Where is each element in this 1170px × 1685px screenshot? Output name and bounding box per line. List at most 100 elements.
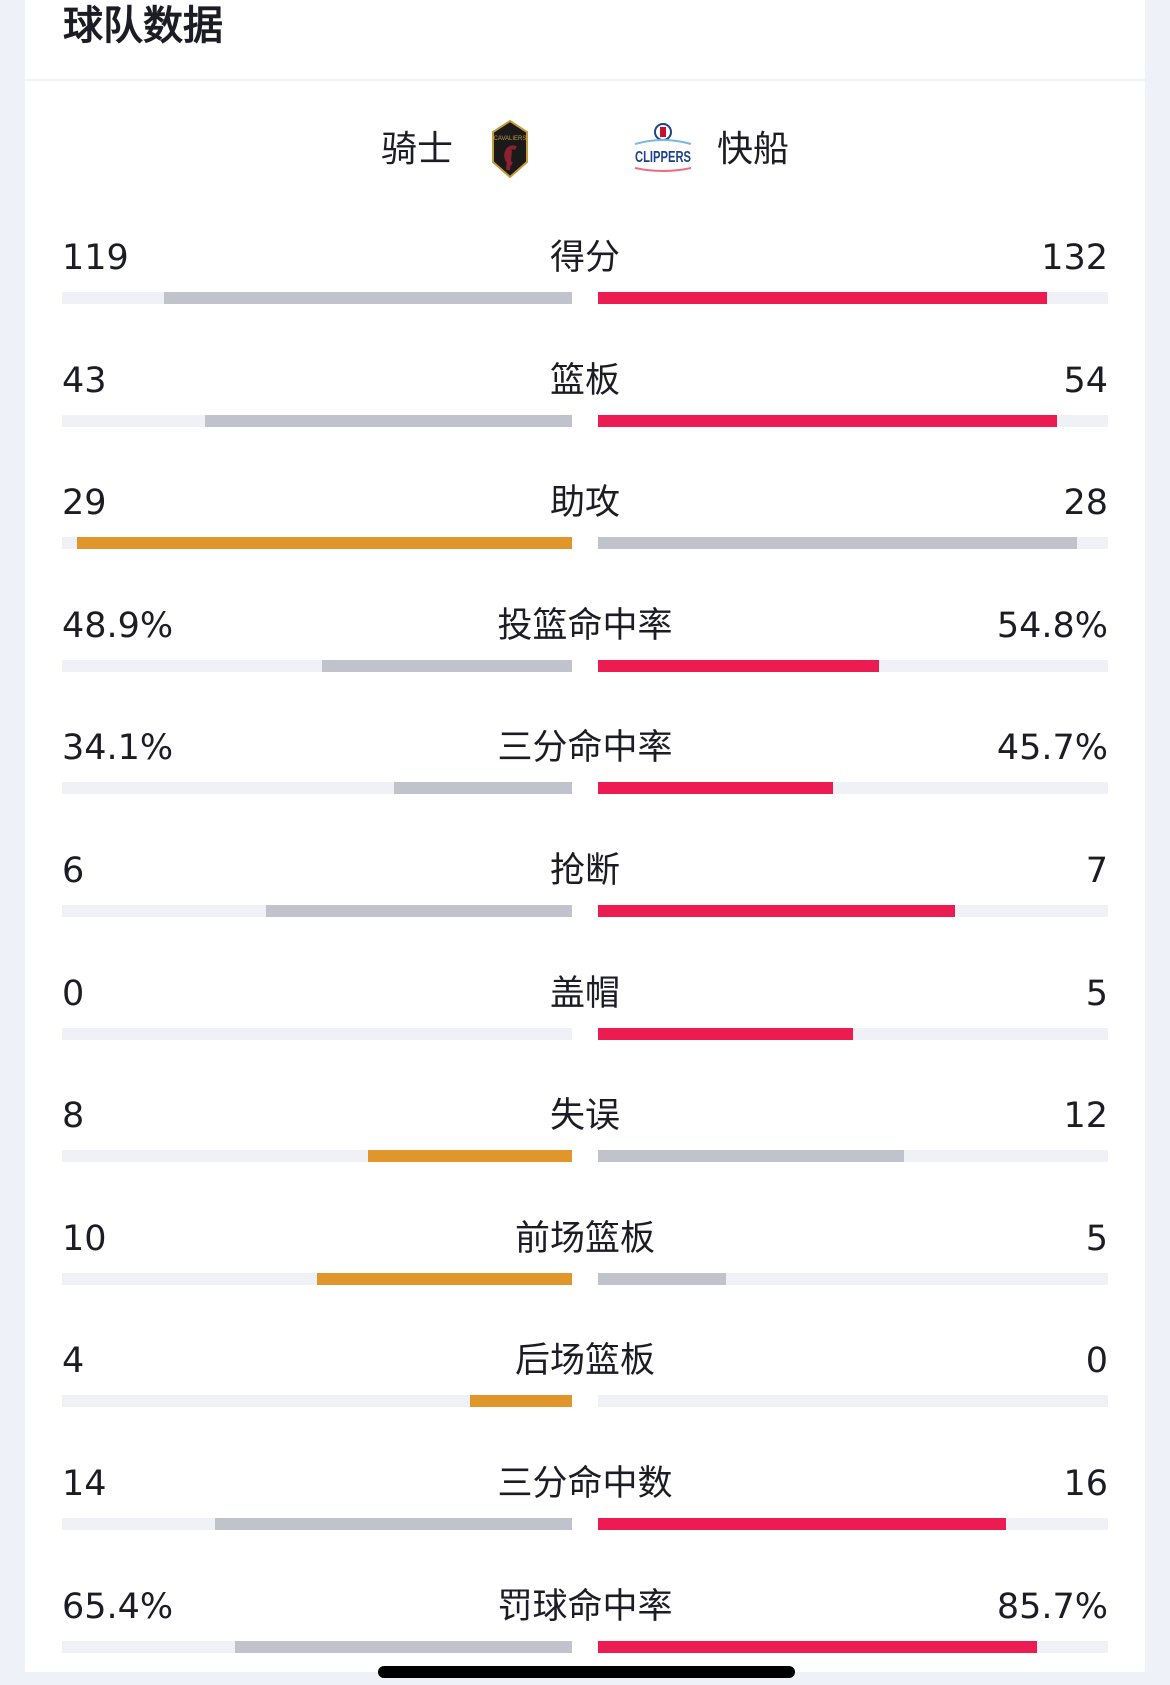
away-bar-fill — [598, 782, 833, 795]
stat-label: 罚球命中率 — [497, 1586, 673, 1627]
away-bar — [598, 1150, 1108, 1163]
stat-label: 得分 — [549, 238, 620, 278]
away-value: 54 — [1063, 360, 1108, 401]
home-bar-fill — [266, 905, 572, 917]
clippers-logo-icon[interactable]: CLIPPERS — [633, 122, 693, 174]
home-value: 6 — [62, 851, 85, 891]
stat-label: 三分命中数 — [497, 1464, 673, 1504]
stat-label: 前场篮板 — [514, 1218, 655, 1259]
home-indicator[interactable] — [378, 1666, 795, 1678]
away-bar — [598, 537, 1108, 550]
away-bar-fill — [598, 1027, 853, 1040]
away-value: 85.7% — [996, 1586, 1108, 1627]
home-value: 34.1% — [62, 728, 174, 769]
home-bar — [62, 1395, 572, 1408]
home-bar — [62, 782, 572, 795]
away-bar — [598, 292, 1108, 304]
stat-label: 后场篮板 — [514, 1341, 655, 1382]
home-value: 10 — [62, 1218, 107, 1259]
away-value: 16 — [1063, 1464, 1108, 1504]
page-title: 球队数据 — [63, 3, 223, 49]
stat-row: 65.4% 罚球命中率 85.7% — [62, 1585, 1108, 1685]
home-value: 0 — [62, 973, 85, 1014]
away-bar — [598, 905, 1108, 917]
away-team-name[interactable]: 快船 — [717, 129, 790, 170]
away-bar — [598, 1027, 1108, 1040]
home-value: 14 — [62, 1464, 107, 1504]
away-bar — [598, 659, 1108, 672]
away-value: 5 — [1085, 973, 1108, 1014]
away-bar — [598, 1272, 1108, 1285]
away-bar — [598, 1518, 1108, 1530]
away-value: 132 — [1041, 238, 1108, 278]
home-bar — [62, 1027, 572, 1040]
home-bar-fill — [368, 1150, 572, 1163]
home-bar — [62, 292, 572, 304]
home-bar-fill — [393, 782, 572, 795]
stat-row: 29 助攻 28 — [62, 481, 1108, 581]
away-value: 28 — [1063, 483, 1108, 524]
stat-label: 投篮命中率 — [497, 605, 673, 646]
home-value: 29 — [62, 483, 107, 524]
away-bar-fill — [598, 1150, 904, 1163]
home-bar-fill — [235, 1640, 572, 1653]
home-value: 65.4% — [62, 1586, 174, 1627]
home-bar-fill — [164, 292, 572, 304]
stat-row: 4 后场篮板 0 — [62, 1339, 1108, 1439]
stat-row: 10 前场篮板 5 — [62, 1217, 1108, 1317]
home-value: 4 — [62, 1341, 85, 1382]
home-bar-fill — [317, 1272, 572, 1285]
svg-text:CAVALIERS: CAVALIERS — [494, 136, 527, 142]
home-bar — [62, 1150, 572, 1163]
stat-row: 8 失误 12 — [62, 1094, 1108, 1194]
away-value: 5 — [1085, 1218, 1108, 1259]
stat-label: 助攻 — [549, 483, 620, 524]
home-bar — [62, 905, 572, 917]
home-bar — [62, 1640, 572, 1653]
stat-row: 34.1% 三分命中率 45.7% — [62, 726, 1108, 826]
home-bar — [62, 1518, 572, 1530]
stat-row: 48.9% 投篮命中率 54.8% — [62, 604, 1108, 704]
home-bar-fill — [215, 1518, 572, 1530]
away-value: 45.7% — [996, 728, 1108, 769]
home-bar — [62, 659, 572, 672]
home-bar — [62, 537, 572, 550]
stat-row: 119 得分 132 — [62, 236, 1108, 336]
away-value: 54.8% — [996, 605, 1108, 646]
home-bar-fill — [322, 659, 572, 672]
stat-label: 盖帽 — [549, 973, 620, 1014]
away-bar-fill — [598, 1640, 1037, 1653]
stat-row: 14 三分命中数 16 — [62, 1462, 1108, 1562]
divider — [25, 79, 1145, 81]
stat-label: 失误 — [549, 1096, 620, 1137]
away-bar-fill — [598, 292, 1047, 304]
teams-header: 骑士 CAVALIERS CLIPPERS 快船 — [25, 118, 1145, 182]
away-bar — [598, 1395, 1108, 1408]
home-value: 43 — [62, 360, 107, 401]
stat-row: 43 篮板 54 — [62, 359, 1108, 459]
home-bar-fill — [77, 537, 572, 550]
home-value: 119 — [62, 238, 129, 278]
stat-label: 抢断 — [549, 851, 620, 891]
stat-label: 三分命中率 — [497, 728, 673, 769]
stat-label: 篮板 — [549, 360, 620, 401]
home-bar — [62, 414, 572, 427]
away-bar — [598, 1640, 1108, 1653]
away-value: 12 — [1063, 1096, 1108, 1137]
away-bar-fill — [598, 1272, 726, 1285]
home-bar — [62, 1272, 572, 1285]
stat-row: 0 盖帽 5 — [62, 972, 1108, 1072]
away-bar-fill — [598, 1518, 1006, 1530]
home-value: 48.9% — [62, 605, 174, 646]
home-bar-fill — [470, 1395, 572, 1408]
cavaliers-logo-icon[interactable]: CAVALIERS — [490, 120, 530, 178]
team-stats-card: 球队数据 骑士 CAVALIERS CLIPPERS 快船 119 得分 132… — [25, 0, 1145, 1672]
away-value: 7 — [1085, 851, 1108, 891]
away-value: 0 — [1085, 1341, 1108, 1382]
away-bar — [598, 782, 1108, 795]
away-bar — [598, 414, 1108, 427]
home-value: 8 — [62, 1096, 85, 1137]
home-team-name[interactable]: 骑士 — [381, 129, 454, 170]
svg-text:CLIPPERS: CLIPPERS — [635, 149, 691, 166]
away-bar-fill — [598, 414, 1057, 427]
